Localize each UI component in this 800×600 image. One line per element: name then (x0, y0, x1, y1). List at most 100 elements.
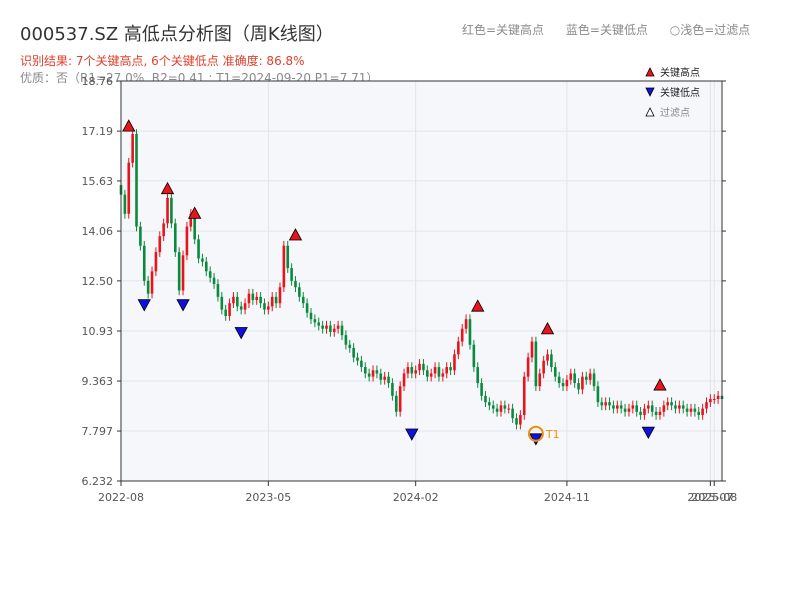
candle-body (282, 245, 286, 288)
candle-body (550, 354, 553, 368)
y-tick-label: 7.797 (82, 425, 114, 438)
candle-body (255, 296, 259, 301)
x-tick-label: 2022-08 (98, 491, 144, 504)
candle-body (224, 309, 227, 316)
y-tick-label: 18.76 (82, 75, 114, 88)
candle-body (674, 405, 677, 409)
candle-body (135, 134, 138, 227)
candle-body (360, 360, 363, 368)
key-high-marker (471, 299, 485, 312)
candle-body (488, 402, 491, 406)
candle-body (259, 296, 262, 304)
candle-body (429, 373, 433, 377)
candle-body (185, 226, 189, 256)
candle-body (604, 402, 607, 406)
candle-body (305, 303, 309, 313)
candle-body (142, 245, 146, 281)
chart-title: 000537.SZ 高低点分析图（周K线图） (20, 24, 334, 45)
candle-body (294, 280, 297, 288)
candle-body (522, 376, 526, 415)
candle-body (491, 405, 495, 409)
candle-body (418, 363, 421, 371)
candle-body (383, 376, 386, 380)
x-tick-label: 2025-08 (691, 491, 737, 504)
candle-body (530, 341, 534, 358)
candle-body (363, 367, 367, 374)
candle-body (581, 376, 584, 390)
candle-body (348, 344, 352, 348)
candle-body (371, 370, 375, 377)
candle-body (154, 252, 158, 272)
key-low-marker (176, 299, 190, 312)
candle-body (507, 408, 511, 410)
candle-body (612, 405, 615, 409)
candle-body (453, 354, 456, 371)
candle-body (569, 373, 573, 380)
candle-body (414, 370, 417, 374)
key-high-marker (160, 181, 175, 195)
candle-body (387, 376, 390, 384)
candle-body (391, 383, 394, 396)
candle-body (332, 328, 336, 332)
recognition-result: 识别结果: 7个关键高点, 6个关键低点 准确度: 86.8% (20, 54, 305, 68)
candle-body (460, 328, 464, 342)
candle-body (406, 367, 410, 374)
key-high-marker (187, 206, 202, 219)
candle-body (600, 402, 604, 406)
candle-body (193, 213, 196, 240)
candle-body (437, 367, 441, 377)
candle-body (201, 258, 204, 262)
candle-body (197, 239, 200, 259)
candle-body (635, 405, 638, 412)
candle-body (666, 402, 670, 406)
x-tick-label: 2025-07 (687, 491, 733, 504)
candle-body (173, 223, 177, 253)
x-tick-label: 2024-02 (393, 491, 439, 504)
candle-body (584, 376, 588, 380)
legend-marker (645, 87, 655, 97)
candle-body (274, 296, 278, 304)
y-tick-label: 14.06 (82, 225, 114, 238)
candle-body (693, 408, 697, 412)
candle-body (170, 197, 173, 224)
candle-body (340, 325, 344, 336)
candle-body (457, 341, 460, 355)
candle-body (654, 411, 658, 415)
y-tick-label: 9.363 (82, 375, 114, 388)
legend-label: 关键低点 (660, 86, 700, 99)
candle-body (468, 319, 472, 345)
candle-body (480, 383, 483, 396)
candle-body (433, 367, 437, 374)
candle-body (499, 405, 503, 412)
candle-body (561, 383, 565, 387)
x-tick-label: 2024-11 (544, 491, 590, 504)
candle-body (220, 296, 224, 310)
y-tick-label: 15.63 (82, 175, 114, 188)
candle-body (263, 303, 266, 310)
candle-body (662, 405, 666, 412)
candle-body (422, 363, 425, 371)
header-legend-filtered: ○浅色=过滤点 (669, 23, 751, 37)
x-tick-label: 2023-05 (245, 491, 291, 504)
candle-body (410, 367, 414, 374)
candle-body (367, 373, 371, 377)
y-tick-label: 17.19 (82, 125, 114, 138)
candle-body (239, 306, 243, 310)
candle-body (232, 296, 235, 304)
key-low-marker (405, 428, 419, 441)
candle-body (216, 284, 220, 297)
candle-body (426, 370, 429, 377)
candle-body (205, 261, 208, 272)
candle-body (588, 373, 592, 380)
candle-body (577, 383, 580, 390)
candle-body (573, 373, 576, 384)
candle-body (301, 296, 305, 304)
legend-marker (645, 67, 655, 77)
key-high-marker (122, 119, 136, 132)
candle-body (534, 341, 538, 387)
candle-body (445, 367, 449, 374)
candle-body (278, 287, 282, 304)
candle-body (189, 213, 193, 227)
candle-body (146, 280, 150, 294)
